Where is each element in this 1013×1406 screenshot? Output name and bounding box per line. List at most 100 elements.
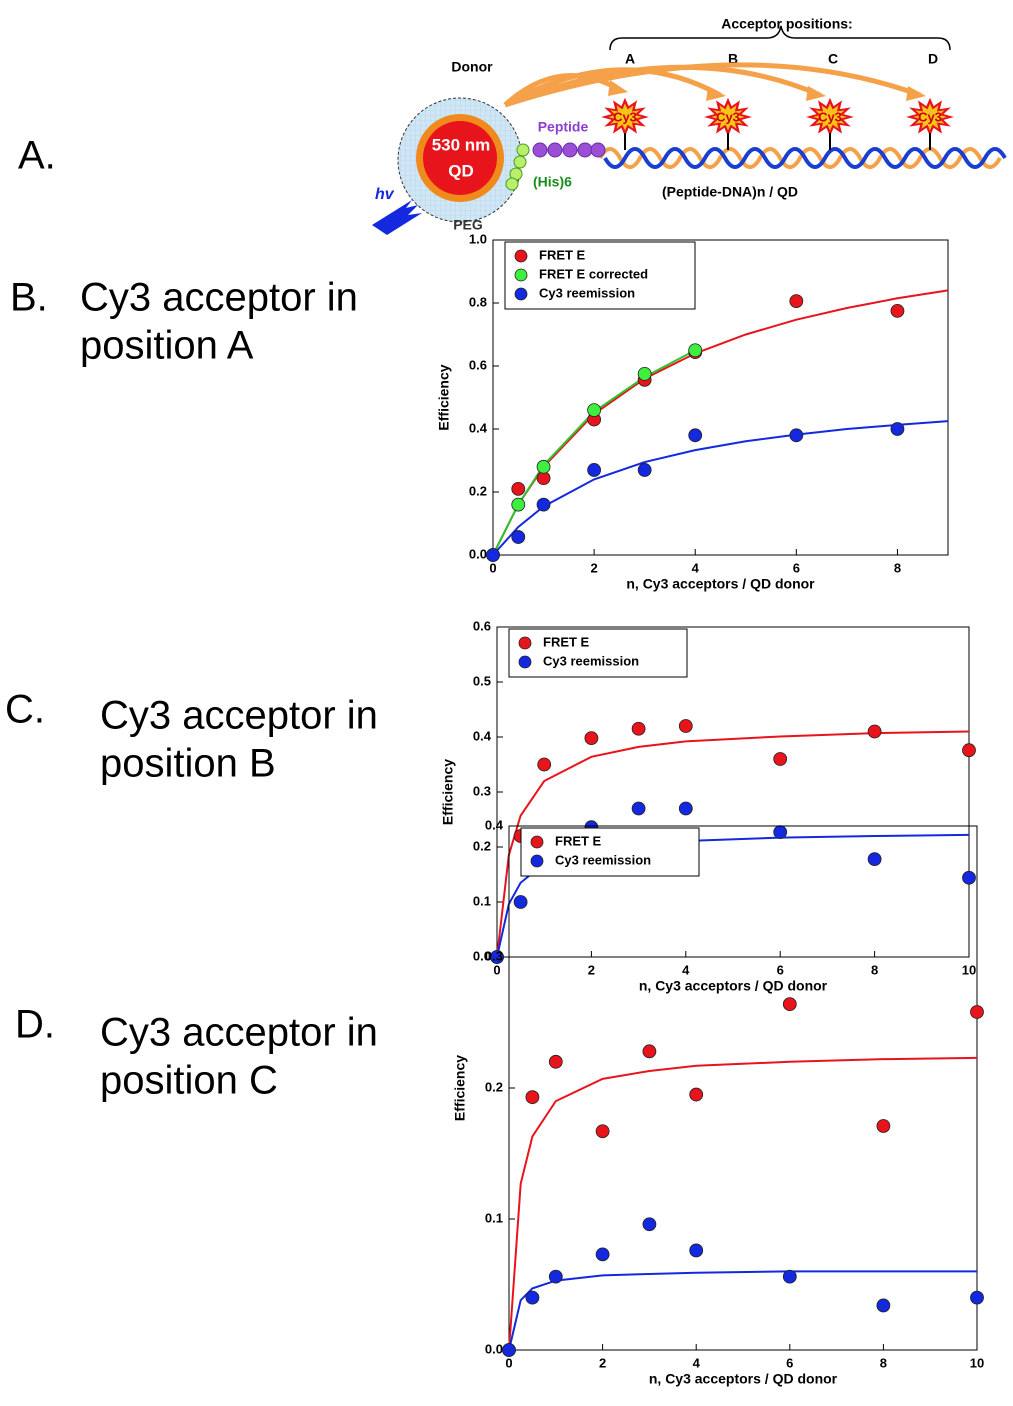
panel-label: D. — [15, 1003, 55, 1047]
legend-label: FRET E — [543, 634, 590, 649]
panel-title: position B — [100, 742, 276, 786]
y-tick-label: 0.4 — [473, 728, 492, 743]
legend-box — [520, 827, 700, 877]
x-tick-label: 2 — [599, 1355, 606, 1370]
acceptor-star-inner — [608, 103, 642, 131]
legend-marker — [530, 835, 544, 849]
data-point — [688, 428, 703, 443]
data-point — [587, 463, 602, 477]
y-tick-label: 0.6 — [473, 618, 491, 633]
data-point — [867, 724, 882, 739]
diagram: A. Acceptor positions: A B C D Donor Pep… — [18, 16, 1007, 235]
acceptor-star-inner — [711, 103, 745, 131]
legend-marker — [518, 636, 532, 650]
his-label: (His)6 — [533, 174, 572, 190]
y-tick-label: 0.2 — [469, 483, 487, 498]
y-axis-label: Efficiency — [440, 759, 456, 825]
data-point — [962, 870, 976, 885]
donor-label: Donor — [451, 59, 493, 75]
panel-label: C. — [5, 688, 45, 732]
data-point — [536, 497, 551, 512]
x-tick-label: 4 — [692, 560, 700, 575]
legend-marker — [518, 655, 532, 669]
fit-line — [492, 420, 949, 556]
peptide-label: Peptide — [538, 119, 589, 135]
x-tick-label: 8 — [871, 962, 878, 977]
legend-marker — [514, 268, 528, 282]
data-point — [548, 1054, 563, 1069]
panel-title: position C — [100, 1059, 278, 1103]
position-label: C — [828, 51, 838, 67]
y-tick-label: 0.4 — [485, 817, 504, 832]
y-tick-label: 0.2 — [473, 838, 491, 853]
y-tick-label: 0.0 — [473, 948, 491, 963]
energy-arrows — [503, 62, 921, 108]
data-point — [511, 481, 526, 496]
x-tick-label: 10 — [970, 1355, 984, 1370]
panel-title: position A — [80, 324, 254, 368]
data-point — [511, 497, 526, 512]
arrow-heads — [608, 80, 926, 101]
acceptor-label: Cy3 — [613, 109, 637, 124]
position-label: B — [728, 51, 738, 67]
legend-label: FRET E — [539, 247, 586, 262]
data-point — [773, 825, 788, 840]
legend-label: Cy3 reemission — [555, 852, 651, 867]
panel-label: A. — [18, 134, 56, 178]
data-point — [642, 1044, 657, 1059]
legend-marker — [530, 854, 544, 868]
fit-line — [492, 349, 696, 556]
data-point — [782, 997, 797, 1012]
hv-label: hv — [375, 186, 395, 203]
x-tick-label: 0 — [489, 560, 496, 575]
his-tag — [505, 143, 530, 191]
panel-title: Cy3 acceptor in — [100, 1011, 378, 1055]
x-tick-label: 8 — [894, 560, 901, 575]
data-point — [970, 1005, 984, 1019]
data-point — [525, 1090, 540, 1105]
y-tick-label: 0.6 — [469, 357, 487, 372]
data-point — [490, 950, 504, 964]
data-point — [890, 303, 905, 318]
x-tick-label: 6 — [793, 560, 800, 575]
x-tick-label: 6 — [777, 962, 784, 977]
acceptor-star-inner — [913, 103, 947, 131]
data-point — [678, 719, 693, 733]
data-point — [689, 1087, 704, 1102]
data-point — [631, 801, 646, 816]
data-point — [595, 1247, 610, 1262]
legend-marker — [514, 249, 528, 263]
brace — [609, 25, 951, 51]
x-tick-label: 0 — [493, 962, 500, 977]
data-point — [789, 428, 804, 443]
x-tick-label: 2 — [588, 962, 595, 977]
plot-frame — [492, 239, 949, 556]
legend-box — [504, 241, 696, 310]
data-point — [631, 721, 646, 736]
data-point — [595, 1124, 610, 1139]
panel-label: B. — [10, 276, 48, 320]
x-tick-label: 2 — [590, 560, 597, 575]
conjugate-label: (Peptide-DNA)n / QD — [662, 184, 798, 200]
legend-marker — [514, 287, 528, 301]
data-point — [962, 743, 976, 758]
positions-title: Acceptor positions: — [721, 16, 852, 32]
legend-label: Cy3 reemission — [539, 285, 635, 300]
data-point — [548, 1269, 563, 1284]
data-point — [525, 1290, 540, 1305]
y-axis-label: Efficiency — [436, 364, 452, 430]
legend-label: FRET E corrected — [539, 266, 648, 281]
fit-line — [508, 1270, 977, 1351]
data-point — [502, 1343, 516, 1357]
data-point — [876, 1298, 891, 1313]
x-tick-label: 4 — [693, 1355, 701, 1370]
x-tick-label: 0 — [505, 1355, 512, 1370]
x-axis-label: n, Cy3 acceptors / QD donor — [639, 978, 828, 994]
panel-title: Cy3 acceptor in — [100, 694, 378, 738]
data-point — [876, 1119, 891, 1133]
x-tick-label: 10 — [962, 962, 976, 977]
dna-strand — [603, 147, 1007, 169]
data-point — [970, 1290, 984, 1305]
peptide — [532, 142, 606, 158]
